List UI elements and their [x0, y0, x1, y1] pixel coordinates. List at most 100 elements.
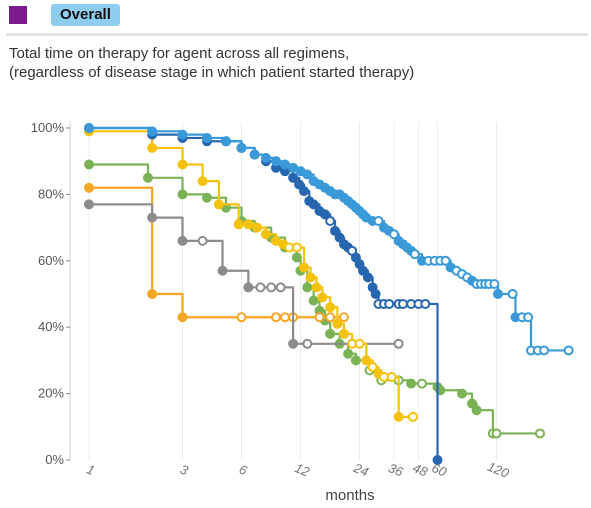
data-point [294, 179, 305, 190]
header-divider [6, 33, 588, 36]
data-point [311, 282, 322, 293]
censored-point [393, 338, 404, 349]
data-point [201, 132, 212, 143]
x-tick-label: 3 [178, 462, 191, 479]
data-point [332, 318, 343, 329]
data-point [279, 159, 290, 170]
data-point [201, 192, 212, 203]
censored-point [563, 345, 574, 356]
x-tick-label: 60 [430, 460, 450, 480]
data-point [308, 295, 319, 306]
data-point [260, 229, 271, 240]
data-point [302, 169, 313, 180]
censored-point [279, 312, 290, 323]
censored-point [409, 249, 420, 260]
censored-point [373, 215, 384, 226]
data-point [361, 355, 372, 366]
data-point [249, 149, 260, 160]
censored-point [302, 338, 313, 349]
censored-point [507, 289, 518, 299]
data-point [147, 289, 158, 299]
censored-point [354, 338, 365, 349]
data-point [432, 455, 443, 465]
data-point [288, 172, 299, 183]
data-point [406, 378, 417, 389]
censored-point [397, 298, 408, 309]
censored-point [420, 298, 431, 309]
data-point [357, 265, 368, 276]
series-line-5 [88, 126, 439, 460]
data-point [393, 411, 404, 422]
series-line-3 [88, 203, 399, 345]
data-point [305, 272, 316, 283]
data-point [298, 186, 309, 197]
chart-description: Total time on therapy for agent across a… [9, 44, 569, 82]
censored-point [489, 279, 500, 290]
data-point [260, 152, 271, 163]
data-point [492, 289, 503, 299]
data-point [338, 328, 349, 339]
data-point [291, 252, 302, 263]
y-tick-label: 20% [38, 386, 64, 401]
data-point [233, 219, 244, 230]
censored-point [266, 282, 277, 293]
data-point [177, 189, 188, 200]
data-point [147, 142, 158, 153]
data-point [243, 282, 254, 293]
censored-point [408, 411, 419, 422]
data-point [147, 212, 158, 223]
data-point [288, 338, 299, 349]
censored-point [384, 298, 395, 309]
censored-point [440, 255, 451, 266]
censored-point [197, 235, 208, 246]
y-tick-label: 0% [45, 452, 64, 467]
y-tick-label: 60% [38, 253, 64, 268]
censored-point [491, 428, 502, 439]
censored-point [255, 282, 266, 293]
y-tick-label: 40% [38, 319, 64, 334]
censored-point [539, 345, 550, 356]
censored-point [325, 215, 336, 226]
censored-point [416, 378, 427, 389]
censored-point [367, 362, 378, 373]
data-point [177, 159, 188, 170]
x-tick-label: 1 [85, 462, 97, 479]
data-point [330, 225, 341, 236]
censored-point [271, 312, 282, 323]
x-tick-label: 12 [293, 460, 313, 480]
censored-point [325, 312, 336, 323]
data-point [213, 199, 224, 210]
y-tick-label: 80% [38, 186, 64, 201]
section-header: Overall [6, 2, 588, 36]
censored-point [275, 282, 286, 293]
data-point [370, 289, 381, 299]
data-point [467, 398, 478, 409]
data-point [334, 232, 345, 243]
data-point [325, 302, 336, 313]
censored-point [291, 242, 302, 253]
y-tick-label: 100% [31, 120, 65, 135]
data-point [236, 142, 247, 153]
data-point [142, 172, 153, 183]
data-point [456, 388, 467, 399]
data-point [362, 272, 373, 283]
data-point [302, 282, 313, 293]
censored-point [236, 312, 247, 323]
x-axis-label: months [325, 487, 374, 504]
data-point [83, 182, 94, 193]
chart-description-line-1: Total time on therapy for agent across a… [9, 45, 350, 62]
section-color-swatch [9, 6, 27, 24]
data-point [308, 199, 319, 210]
section-title-tab[interactable]: Overall [51, 4, 120, 26]
x-tick-label: 48 [411, 460, 431, 480]
data-point [217, 265, 228, 276]
data-point [325, 328, 336, 339]
x-tick-label: 24 [351, 460, 371, 480]
data-point [471, 405, 482, 416]
data-point [350, 355, 361, 366]
data-point [271, 156, 282, 167]
censored-point [534, 428, 545, 439]
chart-description-line-2: (regardless of disease stage in which pa… [9, 64, 415, 81]
x-tick-label: 6 [237, 462, 250, 479]
